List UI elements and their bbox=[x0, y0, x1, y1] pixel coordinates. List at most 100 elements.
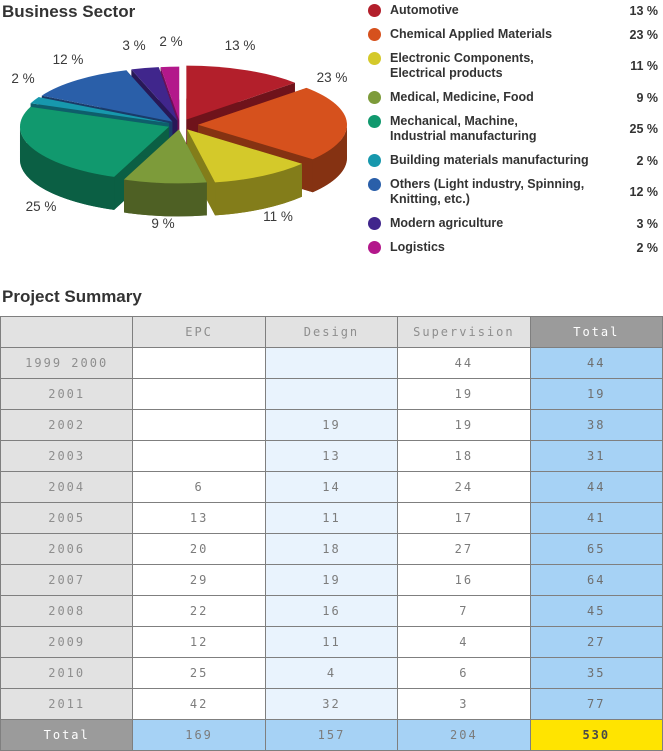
total-cell: 45 bbox=[529, 595, 663, 627]
epc-cell: 42 bbox=[132, 688, 266, 720]
legend-value: 9 % bbox=[636, 90, 658, 105]
epc-cell: 13 bbox=[132, 502, 266, 534]
total-cell: 19 bbox=[529, 378, 663, 410]
legend-value: 12 % bbox=[629, 185, 659, 199]
epc-cell: 25 bbox=[132, 657, 266, 689]
total-cell: 35 bbox=[529, 657, 663, 689]
legend-color-icon bbox=[368, 154, 381, 167]
legend-value: 3 % bbox=[636, 216, 658, 231]
epc-cell: 20 bbox=[132, 533, 266, 565]
design-cell: 13 bbox=[264, 440, 399, 472]
legend-value: 11 % bbox=[630, 59, 658, 73]
pie-percentage-label: 23 % bbox=[317, 70, 348, 85]
design-cell: 14 bbox=[264, 471, 399, 503]
pie-percentage-label: 25 % bbox=[26, 199, 57, 214]
supervision-cell: 19 bbox=[397, 378, 531, 410]
design-cell bbox=[264, 347, 399, 379]
table-row: 2005 13 11 17 41 bbox=[0, 502, 663, 534]
total-cell: 44 bbox=[529, 471, 663, 503]
table-row: 2001 19 19 bbox=[0, 378, 663, 410]
pie-percentage-label: 3 % bbox=[122, 38, 145, 53]
epc-cell: 22 bbox=[132, 595, 266, 627]
legend-label: Building materials manufacturing bbox=[390, 153, 589, 167]
legend-item-chemical-applied-materials: Chemical Applied Materials 23 % bbox=[368, 27, 658, 42]
supervision-cell: 204 bbox=[397, 719, 531, 751]
legend-label: Automotive bbox=[390, 3, 459, 17]
row-label-cell: 1999 2000 bbox=[0, 347, 134, 379]
legend-item-automotive: Automotive 13 % bbox=[368, 3, 658, 18]
legend-color-icon bbox=[368, 217, 381, 230]
table-body: 1999 2000 44 44 2001 19 19 2002 19 19 38 2003 13 18 3… bbox=[0, 347, 663, 751]
total-cell: 38 bbox=[529, 409, 663, 441]
design-cell: 11 bbox=[264, 502, 399, 534]
design-cell bbox=[264, 378, 399, 410]
pie-slice-electronic-components-electrical-products bbox=[187, 129, 302, 216]
table-header: EPC Design Supervision Total bbox=[0, 316, 663, 348]
table-header-row: EPC Design Supervision Total bbox=[0, 316, 663, 348]
epc-cell bbox=[132, 409, 266, 441]
column-header-total: Total bbox=[529, 316, 663, 348]
pie-percentage-label: 9 % bbox=[151, 216, 174, 231]
legend-label: Medical, Medicine, Food bbox=[390, 90, 534, 104]
pie-3d-graphic: 13 % 23 % 11 % 9 % 25 % 2 % 12 % 3 % 2 % bbox=[11, 34, 348, 231]
table-row: 2002 19 19 38 bbox=[0, 409, 663, 441]
supervision-cell: 3 bbox=[397, 688, 531, 720]
legend-label: Others (Light industry, Spinning, Knittin… bbox=[390, 177, 585, 206]
legend-value: 13 % bbox=[629, 3, 659, 18]
design-cell: 11 bbox=[264, 626, 399, 658]
table-row: 2009 12 11 4 27 bbox=[0, 626, 663, 658]
project-summary-table: EPC Design Supervision Total 1999 2000 44 44 2… bbox=[0, 316, 663, 751]
supervision-cell: 27 bbox=[397, 533, 531, 565]
legend-item-mechanical-machine-industrial-manufacturing: Mechanical, Machine, Industrial manufactu… bbox=[368, 114, 658, 144]
row-label-cell: 2011 bbox=[0, 688, 134, 720]
legend-color-icon bbox=[368, 52, 381, 65]
epc-cell: 169 bbox=[132, 719, 266, 751]
epc-cell: 12 bbox=[132, 626, 266, 658]
legend-item-medical-medicine-food: Medical, Medicine, Food 9 % bbox=[368, 90, 658, 105]
legend-value: 2 % bbox=[636, 240, 658, 255]
design-cell: 19 bbox=[264, 409, 399, 441]
table-row: 2006 20 18 27 65 bbox=[0, 533, 663, 565]
legend-item-electronic-components-electrical-products: Electronic Components, Electrical product… bbox=[368, 51, 658, 81]
pie-percentage-label: 13 % bbox=[225, 38, 256, 53]
legend-color-icon bbox=[368, 4, 381, 17]
legend-value: 2 % bbox=[636, 153, 658, 168]
table-footer-row: Total 169 157 204 530 bbox=[0, 719, 663, 751]
table-row: 2011 42 32 3 77 bbox=[0, 688, 663, 720]
legend-item-building-materials-manufacturing: Building materials manufacturing 2 % bbox=[368, 153, 658, 168]
epc-cell: 6 bbox=[132, 471, 266, 503]
legend-label: Logistics bbox=[390, 240, 445, 254]
row-label-cell: 2008 bbox=[0, 595, 134, 627]
epc-cell bbox=[132, 378, 266, 410]
total-cell: 27 bbox=[529, 626, 663, 658]
row-label-cell: 2004 bbox=[0, 471, 134, 503]
pie-slice-medical-medicine-food bbox=[124, 129, 207, 217]
legend-item-logistics: Logistics 2 % bbox=[368, 240, 658, 255]
legend-color-icon bbox=[368, 28, 381, 41]
total-cell: 77 bbox=[529, 688, 663, 720]
row-label-cell: 2002 bbox=[0, 409, 134, 441]
supervision-cell: 7 bbox=[397, 595, 531, 627]
supervision-cell: 24 bbox=[397, 471, 531, 503]
chart-legend: Automotive 13 % Chemical Applied Materials… bbox=[368, 3, 658, 255]
legend-color-icon bbox=[368, 178, 381, 191]
column-header-epc: EPC bbox=[132, 316, 266, 348]
table-row: 2004 6 14 24 44 bbox=[0, 471, 663, 503]
legend-label: Chemical Applied Materials bbox=[390, 27, 553, 41]
legend-label: Modern agriculture bbox=[390, 216, 504, 230]
table-row: 1999 2000 44 44 bbox=[0, 347, 663, 379]
business-sector-pie-chart: 13 % 23 % 11 % 9 % 25 % 2 % 12 % 3 % 2 % bbox=[0, 22, 360, 274]
total-cell: 31 bbox=[529, 440, 663, 472]
row-label-cell: 2003 bbox=[0, 440, 134, 472]
legend-label: Mechanical, Machine, Industrial manufactu… bbox=[390, 114, 537, 143]
design-cell: 32 bbox=[264, 688, 399, 720]
epc-cell bbox=[132, 440, 266, 472]
epc-cell: 29 bbox=[132, 564, 266, 596]
design-cell: 19 bbox=[264, 564, 399, 596]
legend-color-icon bbox=[368, 241, 381, 254]
row-label-cell: 2010 bbox=[0, 657, 134, 689]
row-label-cell: 2007 bbox=[0, 564, 134, 596]
pie-percentage-label: 11 % bbox=[263, 209, 293, 224]
pie-percentage-label: 2 % bbox=[159, 34, 182, 49]
total-cell: 530 bbox=[529, 719, 663, 751]
